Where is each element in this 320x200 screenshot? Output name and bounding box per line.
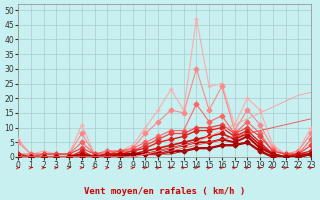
X-axis label: Vent moyen/en rafales ( km/h ): Vent moyen/en rafales ( km/h ) bbox=[84, 187, 245, 196]
